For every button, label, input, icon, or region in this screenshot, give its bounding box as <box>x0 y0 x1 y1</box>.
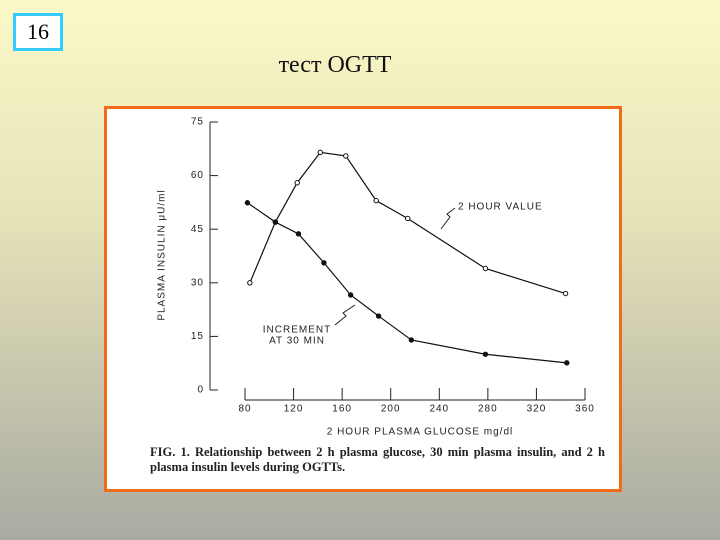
x-tick-label: 360 <box>575 404 595 415</box>
data-point <box>482 265 489 272</box>
annotation: AT 30 MIN <box>269 336 325 347</box>
data-point <box>408 337 415 343</box>
series-line <box>249 151 566 295</box>
y-tick-label: 0 <box>197 385 204 396</box>
data-point <box>343 153 349 159</box>
x-tick-label: 280 <box>478 404 498 415</box>
data-point <box>295 231 302 237</box>
annotation: INCREMENT <box>263 325 331 336</box>
data-point <box>247 280 253 286</box>
x-tick-label: 120 <box>284 404 304 415</box>
figure-caption: FIG. 1. Relationship between 2 h plasma … <box>150 445 605 474</box>
slide-number: 16 <box>13 13 63 51</box>
x-tick-label: 200 <box>381 404 401 415</box>
data-point <box>562 290 569 297</box>
y-tick-label: 15 <box>191 331 204 342</box>
data-point <box>294 180 300 186</box>
annotation: 2 HOUR VALUE <box>458 202 543 213</box>
x-tick-label: 160 <box>332 404 352 415</box>
data-point <box>373 197 379 204</box>
y-axis-label: PLASMA INSULIN μU/ml <box>157 189 168 320</box>
y-tick-label: 30 <box>191 277 204 288</box>
y-tick-label: 45 <box>191 224 204 235</box>
annotation-arrow <box>440 207 456 230</box>
data-point <box>272 219 279 225</box>
data-point <box>405 215 411 222</box>
figure-frame <box>104 106 622 492</box>
x-axis-label: 2 HOUR PLASMA GLUCOSE mg/dl <box>327 427 514 438</box>
data-point <box>482 351 489 357</box>
x-tick-label: 320 <box>527 404 547 415</box>
y-tick-label: 75 <box>191 117 204 128</box>
slide-title: тест OGTT <box>278 52 392 78</box>
data-point <box>244 200 251 206</box>
x-tick-label: 80 <box>238 404 251 415</box>
annotation-arrow <box>334 304 356 326</box>
x-tick-label: 240 <box>429 404 449 415</box>
data-point <box>375 313 382 319</box>
data-point <box>564 360 570 366</box>
data-point <box>347 292 354 298</box>
data-point <box>317 149 323 156</box>
y-tick-label: 60 <box>191 170 204 181</box>
data-point <box>321 260 327 266</box>
